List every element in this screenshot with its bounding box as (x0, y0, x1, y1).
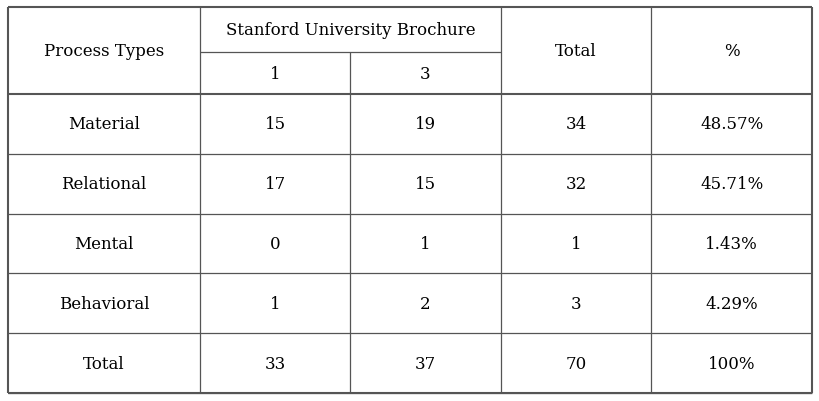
Text: 1: 1 (570, 235, 581, 252)
Text: %: % (723, 43, 739, 60)
Text: 1: 1 (419, 235, 430, 252)
Text: Relational: Relational (61, 176, 147, 192)
Text: 48.57%: 48.57% (699, 116, 762, 133)
Text: 15: 15 (265, 116, 285, 133)
Text: 1: 1 (269, 65, 280, 82)
Text: Stanford University Brochure: Stanford University Brochure (225, 22, 474, 39)
Text: 3: 3 (570, 295, 581, 312)
Text: Process Types: Process Types (43, 43, 164, 60)
Text: 4.29%: 4.29% (704, 295, 757, 312)
Text: 2: 2 (419, 295, 430, 312)
Text: 3: 3 (419, 65, 430, 82)
Text: 45.71%: 45.71% (699, 176, 762, 192)
Text: 19: 19 (414, 116, 436, 133)
Text: Total: Total (83, 355, 124, 372)
Text: 33: 33 (265, 355, 285, 372)
Text: 100%: 100% (707, 355, 754, 372)
Text: 17: 17 (265, 176, 285, 192)
Text: 34: 34 (564, 116, 586, 133)
Text: 32: 32 (564, 176, 586, 192)
Text: Total: Total (554, 43, 596, 60)
Text: 1: 1 (269, 295, 280, 312)
Text: 1.43%: 1.43% (704, 235, 757, 252)
Text: Material: Material (68, 116, 140, 133)
Text: 70: 70 (564, 355, 586, 372)
Text: Mental: Mental (75, 235, 133, 252)
Text: Behavioral: Behavioral (59, 295, 149, 312)
Text: 0: 0 (269, 235, 280, 252)
Text: 37: 37 (414, 355, 436, 372)
Text: 15: 15 (414, 176, 436, 192)
